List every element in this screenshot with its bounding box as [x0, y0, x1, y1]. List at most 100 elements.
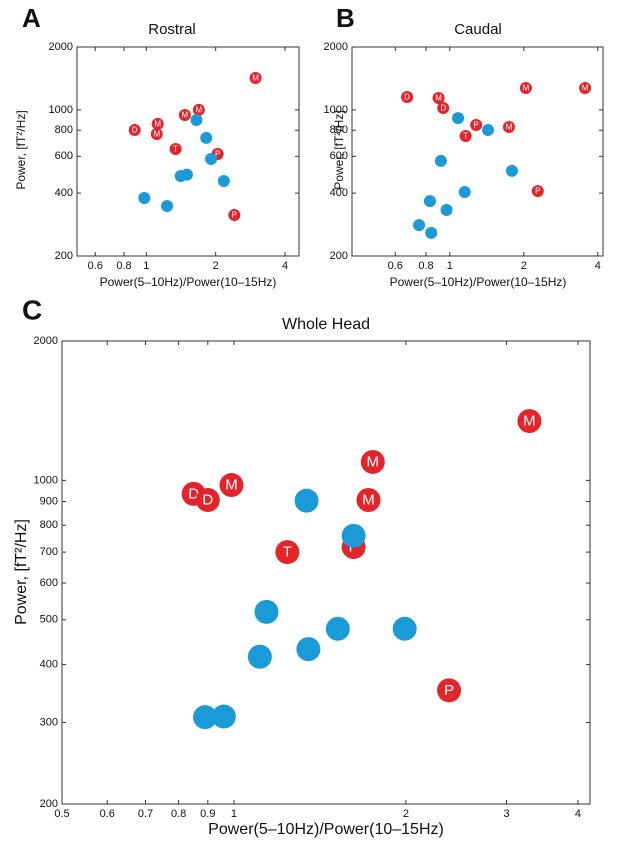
data-point [502, 121, 515, 134]
point-label: P [473, 121, 478, 130]
y-tick-label: 800 [55, 124, 73, 136]
panel-title: Whole Head [282, 316, 370, 333]
panel: A Rostral 0.6 0.8 1 2 4 200 400 600 800 1000 2000 Pow… [14, 3, 300, 289]
y-tick-label: 600 [40, 577, 58, 589]
point-label: M [225, 477, 238, 494]
point-label: M [153, 130, 160, 139]
x-axis-label: Power(5–10Hz)/Power(10–15Hz) [100, 275, 277, 289]
data-point [413, 219, 426, 232]
x-tick-label: 0.6 [388, 260, 403, 272]
data-point [519, 82, 532, 95]
point-label: P [215, 150, 220, 159]
data-point [294, 488, 319, 513]
data-point [459, 130, 472, 143]
data-point [481, 124, 494, 137]
x-tick-label: 3 [503, 808, 509, 820]
data-point [275, 540, 300, 565]
x-tick-label: 0.8 [418, 260, 433, 272]
data-point [128, 124, 141, 137]
y-tick-label: 200 [330, 250, 348, 262]
data-point [195, 488, 220, 513]
data-point [452, 112, 465, 125]
x-axis-label: Power(5–10Hz)/Power(10–15Hz) [390, 275, 567, 289]
point-label: M [435, 94, 442, 103]
x-tick-label: 4 [575, 808, 581, 820]
data-point [434, 154, 447, 167]
y-tick-label: 2000 [324, 41, 348, 53]
point-label: M [523, 84, 530, 93]
y-tick-label: 700 [40, 546, 58, 558]
data-point [423, 195, 436, 208]
panel-letter: B [336, 3, 355, 33]
point-label: T [463, 132, 468, 141]
panel-letter: A [22, 3, 41, 33]
panel-letter: C [22, 294, 42, 325]
y-tick-label: 1000 [324, 104, 348, 116]
data-point [432, 92, 445, 105]
data-point [458, 185, 471, 198]
data-point [440, 203, 453, 216]
data-point [200, 131, 213, 144]
data-point [249, 71, 262, 84]
point-label: T [283, 544, 292, 561]
y-tick-label: 400 [330, 187, 348, 199]
x-axis-label: Power(5–10Hz)/Power(10–15Hz) [208, 821, 444, 838]
plot-frame [61, 340, 591, 805]
x-tick-label: 0.7 [138, 808, 153, 820]
data-point [247, 644, 272, 669]
y-tick-label: 400 [40, 659, 58, 671]
x-tick-label: 1 [143, 260, 149, 272]
x-tick-label: 0.9 [200, 808, 215, 820]
data-point [470, 118, 483, 131]
data-point [138, 191, 151, 204]
y-tick-label: 900 [40, 495, 58, 507]
y-tick-label: 500 [40, 614, 58, 626]
x-tick-label: 1 [447, 260, 453, 272]
data-point [425, 226, 438, 239]
y-tick-label: 600 [330, 150, 348, 162]
point-label: M [582, 84, 589, 93]
x-tick-label: 0.6 [100, 808, 115, 820]
x-tick-label: 1 [231, 808, 237, 820]
point-label: D [440, 104, 446, 113]
y-tick-label: 200 [40, 798, 58, 810]
data-point [150, 127, 163, 140]
data-point [579, 82, 592, 95]
panel: B Caudal 0.6 0.8 1 2 4 200 400 600 800 1000 2000 Powe… [324, 3, 604, 289]
data-point [178, 108, 191, 121]
x-tick-label: 4 [595, 260, 601, 272]
data-point [531, 185, 544, 198]
point-label: P [535, 187, 540, 196]
plot-frame [351, 46, 604, 257]
data-point [219, 473, 244, 498]
data-point [161, 199, 174, 212]
panel-title: Caudal [454, 21, 502, 38]
y-tick-label: 2000 [49, 41, 73, 53]
data-point [356, 488, 381, 513]
data-point [211, 704, 236, 729]
data-point [193, 705, 218, 730]
data-point [151, 117, 164, 130]
data-point [437, 678, 462, 703]
data-point [169, 143, 182, 156]
data-point [341, 523, 366, 548]
data-point [392, 616, 417, 641]
point-label: M [367, 453, 380, 470]
point-label: D [132, 126, 138, 135]
y-tick-label: 200 [55, 250, 73, 262]
point-label: D [202, 491, 213, 508]
point-label: M [182, 111, 189, 120]
y-tick-label: 400 [55, 187, 73, 199]
point-label: T [173, 145, 178, 154]
x-tick-label: 2 [403, 808, 409, 820]
data-point [437, 102, 450, 115]
y-tick-label: 600 [55, 150, 73, 162]
data-point [296, 637, 321, 662]
point-label: P [232, 211, 237, 220]
x-tick-label: 0.6 [88, 260, 103, 272]
data-point [228, 209, 241, 222]
y-axis-label: Power, [fT²/Hz] [13, 519, 30, 625]
data-point [517, 409, 542, 434]
point-label: M [252, 74, 259, 83]
